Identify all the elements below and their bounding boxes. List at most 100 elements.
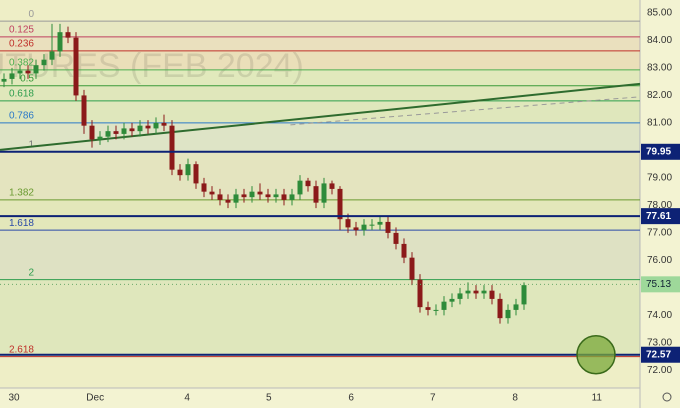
candle-body <box>233 194 239 203</box>
fib-label: 1 <box>28 139 34 150</box>
candle-body <box>521 285 527 305</box>
candle-body <box>289 194 295 200</box>
fib-label: 2.618 <box>9 344 34 355</box>
candle-body <box>265 194 271 198</box>
fib-label: 2 <box>28 267 34 278</box>
fib-band <box>0 279 640 357</box>
candle-body <box>369 224 375 226</box>
candle-body <box>145 125 151 129</box>
candle-body <box>33 65 39 74</box>
candle-body <box>393 232 399 244</box>
fib-band <box>0 230 640 280</box>
candle-body <box>425 307 431 310</box>
fib-label: 1.618 <box>9 218 34 229</box>
candle-body <box>345 219 351 228</box>
y-tick-label: 78.00 <box>647 200 672 211</box>
fib-label: 0.125 <box>9 24 34 35</box>
fib-label: 0 <box>28 9 34 20</box>
fib-band <box>0 21 640 37</box>
candle-body <box>65 32 71 38</box>
y-tick-label: 76.00 <box>647 255 672 266</box>
candle-body <box>457 293 463 299</box>
candle-body <box>481 290 487 294</box>
candle-body <box>193 164 199 184</box>
candle-body <box>73 37 79 96</box>
candle-body <box>361 224 367 231</box>
candle-body <box>433 309 439 311</box>
watermark: FUTURES (FEB 2024) <box>0 47 304 85</box>
candle-body <box>449 298 455 302</box>
candle-body <box>441 301 447 310</box>
candle-body <box>241 194 247 198</box>
candle-body <box>185 164 191 176</box>
candle-body <box>9 73 15 79</box>
fib-band <box>0 199 640 231</box>
trendline <box>290 96 641 126</box>
x-tick-label: 8 <box>512 393 518 404</box>
candle-body <box>41 59 47 66</box>
candle-body <box>161 122 167 126</box>
y-tick-label: 81.00 <box>647 118 672 129</box>
fib-label: 1.382 <box>9 188 34 199</box>
candle-body <box>497 298 503 319</box>
y-tick-label: 82.00 <box>647 90 672 101</box>
candle-body <box>401 243 407 258</box>
fib-band <box>0 69 640 86</box>
candle-body <box>89 125 95 140</box>
candle-body <box>17 70 23 74</box>
candle-body <box>489 290 495 299</box>
settings-icon[interactable] <box>662 392 672 402</box>
y-tick-label: 77.00 <box>647 228 672 239</box>
candle-body <box>305 180 311 187</box>
fib-band <box>0 50 640 70</box>
candle-body <box>105 131 111 137</box>
candle-body <box>153 122 159 129</box>
price-level-box <box>641 143 680 160</box>
candle-body <box>385 221 391 233</box>
candle-body <box>1 78 7 82</box>
y-tick-label: 85.00 <box>647 8 672 19</box>
fib-band <box>0 36 640 51</box>
candle-body <box>353 227 359 231</box>
fib-label: 0.5 <box>20 73 34 84</box>
target-marker <box>576 334 616 375</box>
x-tick-label: 7 <box>430 393 436 404</box>
y-tick-label: 73.00 <box>647 338 672 349</box>
candle-body <box>25 70 31 74</box>
fib-band <box>0 85 640 101</box>
candle-body <box>129 128 135 132</box>
fib-label: 0.382 <box>9 57 34 68</box>
candle-body <box>313 186 319 203</box>
candle-body <box>329 183 335 189</box>
price-level-box <box>641 346 680 363</box>
candle-body <box>297 180 303 195</box>
fib-label: 0.236 <box>9 39 34 50</box>
candle-body <box>273 194 279 198</box>
candle-body <box>57 32 63 52</box>
price-level-label: 77.61 <box>646 211 671 222</box>
x-tick-label: 30 <box>8 393 20 404</box>
candle-body <box>257 191 263 195</box>
candle-body <box>113 131 119 134</box>
y-tick-label: 84.00 <box>647 35 672 46</box>
candle-body <box>417 279 423 308</box>
y-tick-label: 74.00 <box>647 310 672 321</box>
candle-body <box>81 95 87 126</box>
x-tick-label: 5 <box>266 393 272 404</box>
candle-body <box>177 169 183 176</box>
fib-label: 0.618 <box>9 89 34 100</box>
y-tick-label: 72.00 <box>647 365 672 376</box>
candle-body <box>513 304 519 310</box>
candle-body <box>505 309 511 319</box>
candle-body <box>321 183 327 203</box>
last-price-label: 75.13 <box>646 279 671 290</box>
candle-body <box>465 290 471 294</box>
candle-body <box>337 188 343 220</box>
candle-body <box>209 191 215 195</box>
x-tick-label: 4 <box>184 393 190 404</box>
candle-body <box>377 221 383 225</box>
candle-body <box>225 199 231 203</box>
fib-label: 0.786 <box>9 111 34 122</box>
price-level-box <box>641 208 680 225</box>
